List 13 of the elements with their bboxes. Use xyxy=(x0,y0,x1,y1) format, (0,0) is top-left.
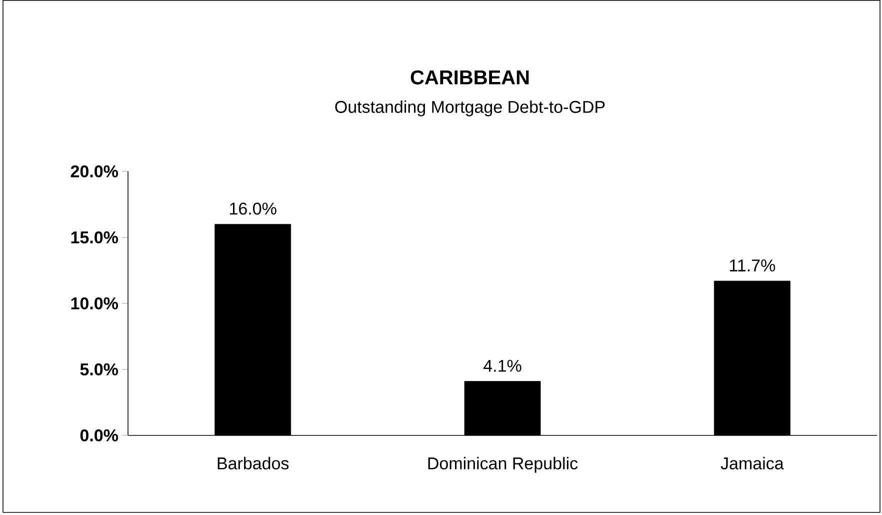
y-tick-label: 5.0% xyxy=(80,363,118,376)
chart-title: CARIBBEAN xyxy=(410,70,529,84)
data-label: 4.1% xyxy=(484,360,522,372)
x-tick-label: Barbados xyxy=(218,456,289,470)
y-tick-label: 0.0% xyxy=(80,429,118,442)
chart-subtitle: Outstanding Mortgage Debt-to-GDP xyxy=(335,100,605,116)
y-tick-label: 20.0% xyxy=(70,165,118,178)
data-label: 11.7% xyxy=(730,259,776,272)
x-tick-label: Jamaica xyxy=(720,456,784,470)
y-tick-label: 10.0% xyxy=(71,297,118,310)
x-tick-label: Dominican Republic xyxy=(428,456,578,473)
data-label: 16.0% xyxy=(230,202,276,214)
y-tick-label: 15.0% xyxy=(71,231,118,244)
